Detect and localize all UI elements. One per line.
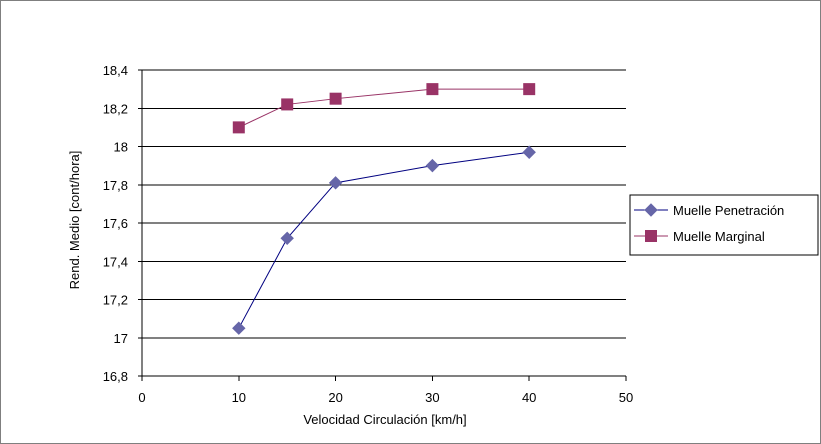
data-point (232, 121, 245, 134)
data-point (232, 321, 246, 335)
x-axis-label: Velocidad Circulación [km/h] (303, 412, 466, 427)
legend-marker (645, 230, 657, 242)
y-tick-label: 17,4 (103, 254, 128, 269)
data-point (426, 83, 439, 96)
y-tick-label: 17,6 (103, 216, 128, 231)
series-layer (232, 83, 536, 335)
legend-entry-2: Muelle Marginal (634, 229, 765, 244)
legend-box (629, 194, 819, 256)
axes (138, 69, 627, 381)
y-tick-label: 17,8 (103, 178, 128, 193)
data-point (425, 158, 440, 173)
x-tick-label: 0 (138, 390, 145, 405)
x-tick-label: 10 (232, 390, 246, 405)
series-1 (232, 145, 536, 335)
x-tick-labels: 0 10 20 30 40 50 (138, 390, 633, 405)
data-point (329, 92, 342, 105)
y-tick-label: 18 (114, 140, 128, 155)
x-tick-label: 50 (619, 390, 633, 405)
y-tick-label: 18,2 (103, 101, 128, 116)
data-point (281, 98, 294, 111)
data-point (328, 176, 343, 190)
data-point (523, 83, 536, 96)
y-tick-label: 18,4 (103, 63, 128, 78)
data-point (280, 231, 294, 246)
y-tick-label: 17,2 (103, 293, 128, 308)
x-tick-label: 20 (328, 390, 342, 405)
series-line (238, 151, 530, 329)
legend-entry-1: Muelle Penetración (634, 203, 784, 218)
data-point (522, 145, 536, 159)
y-axis-label: Rend. Medio [cont/hora] (67, 151, 82, 290)
x-tick-label: 30 (425, 390, 439, 405)
legend-label: Muelle Marginal (673, 229, 765, 244)
legend: Muelle Penetración Muelle Marginal (629, 194, 819, 256)
y-tick-label: 16,8 (103, 369, 128, 384)
legend-label: Muelle Penetración (673, 203, 784, 218)
legend-marker (644, 203, 658, 217)
x-tick-label: 40 (522, 390, 536, 405)
y-tick-labels: 16,8 17 17,2 17,4 17,6 17,8 18 18,2 18,4 (103, 63, 128, 384)
y-tick-label: 17 (114, 331, 128, 346)
series-2 (232, 83, 536, 134)
grid-lines (142, 69, 626, 377)
